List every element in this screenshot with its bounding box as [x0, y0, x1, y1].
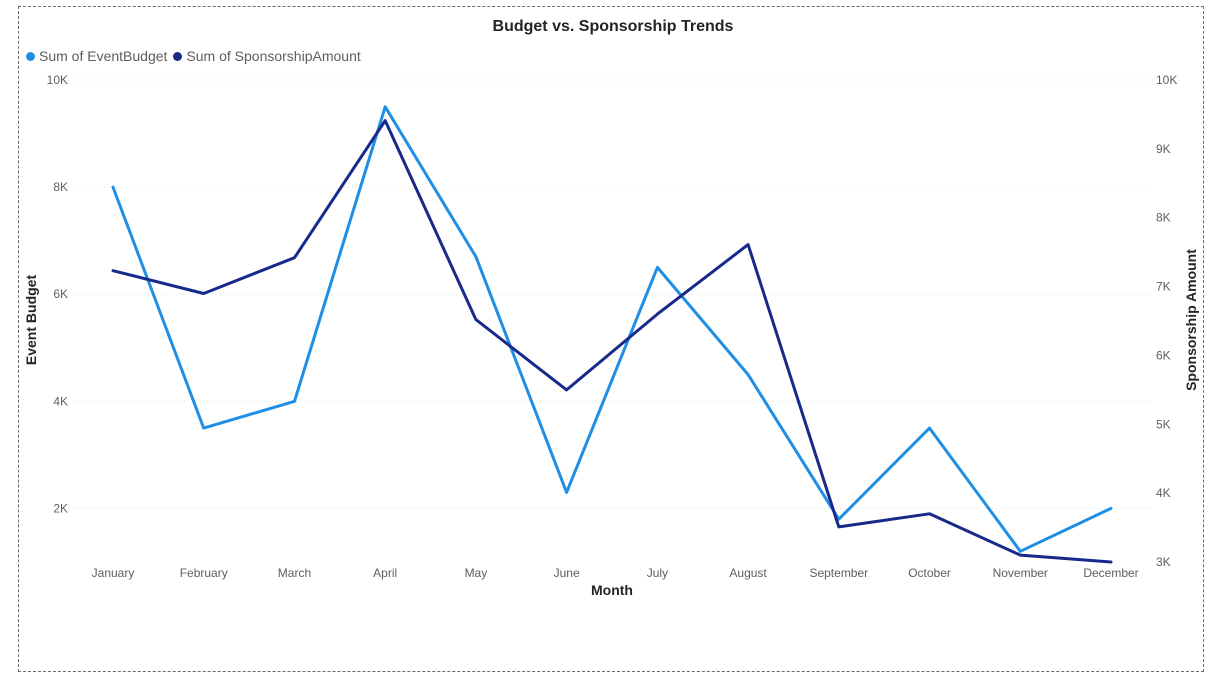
- y2-tick-label: 9K: [1156, 142, 1171, 156]
- y2-tick-label: 8K: [1156, 211, 1171, 225]
- x-tick-label: February: [180, 566, 228, 580]
- legend-item-event-budget[interactable]: Sum of EventBudget: [26, 48, 167, 64]
- legend-item-sponsorship-amount[interactable]: Sum of SponsorshipAmount: [173, 48, 361, 64]
- y-tick-label: 8K: [53, 180, 68, 194]
- x-tick-label: November: [993, 566, 1048, 580]
- x-tick-label: August: [729, 566, 767, 580]
- x-axis-title: Month: [591, 582, 633, 598]
- x-axis-ticks: January February March April May June July Augu…: [92, 566, 1139, 580]
- x-tick-label: April: [373, 566, 397, 580]
- y2-tick-label: 6K: [1156, 348, 1171, 362]
- chart-title: Budget vs. Sponsorship Trends: [492, 18, 734, 35]
- legend-dot-icon: [173, 51, 183, 61]
- y2-axis-title: Sponsorship Amount: [1183, 249, 1199, 391]
- legend-label: Sum of SponsorshipAmount: [186, 48, 361, 64]
- gridlines: [68, 79, 1150, 509]
- legend-label: Sum of EventBudget: [39, 48, 168, 64]
- y-tick-label: 2K: [53, 501, 68, 515]
- legend-dot-icon: [26, 51, 35, 61]
- x-tick-label: January: [92, 566, 135, 580]
- x-tick-label: December: [1083, 566, 1138, 580]
- y2-tick-label: 5K: [1156, 417, 1171, 431]
- sponsorship-amount-line: [111, 119, 1113, 564]
- right-axis-ticks: 3K 4K 5K 6K 7K 8K 9K 10K: [1156, 73, 1177, 569]
- y-tick-label: 4K: [53, 394, 68, 408]
- left-axis-ticks: 2K 4K 6K 8K 10K: [47, 73, 68, 515]
- x-tick-label: June: [554, 566, 580, 580]
- x-tick-label: October: [908, 566, 951, 580]
- y2-tick-label: 3K: [1156, 555, 1171, 569]
- y-tick-label: 10K: [47, 73, 68, 87]
- y2-tick-label: 7K: [1156, 280, 1171, 294]
- chart-legend: Sum of EventBudget Sum of SponsorshipAmo…: [26, 48, 367, 64]
- event-budget-line: [111, 105, 1113, 553]
- visual-container: [18, 6, 1204, 672]
- y2-tick-label: 10K: [1156, 73, 1177, 87]
- x-tick-label: March: [278, 566, 311, 580]
- y2-tick-label: 4K: [1156, 486, 1171, 500]
- y-axis-title: Event Budget: [23, 275, 39, 366]
- y-tick-label: 6K: [53, 287, 68, 301]
- x-tick-label: May: [465, 566, 488, 580]
- x-tick-label: July: [647, 566, 668, 580]
- x-tick-label: September: [809, 566, 868, 580]
- series-lines: [111, 105, 1113, 564]
